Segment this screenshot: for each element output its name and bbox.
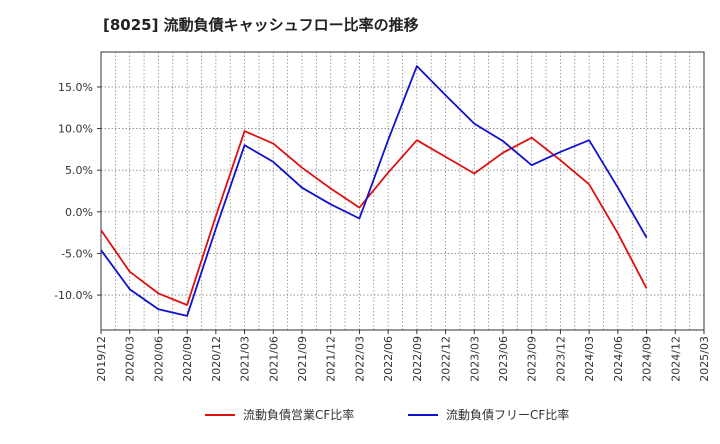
axes: 15.0% 10.0% 5.0% 0.0% -5.0% -10.0% 2019/12 2020… — [54, 51, 711, 382]
x-tick-label: 2024/12 — [669, 336, 682, 382]
x-tick-label: 2020/09 — [181, 336, 194, 382]
x-tick-label: 2020/12 — [210, 336, 223, 382]
legend: 流動負債営業CF比率 流動負債フリーCF比率 — [205, 407, 569, 422]
x-tick-label: 2022/12 — [440, 336, 453, 382]
x-tick-label: 2023/03 — [468, 336, 481, 382]
grid — [100, 52, 705, 330]
chart-title: [8025] 流動負債キャッシュフロー比率の推移 — [103, 16, 419, 34]
legend-label-2: 流動負債フリーCF比率 — [446, 407, 569, 422]
x-tick-label: 2024/06 — [612, 336, 625, 382]
x-tick-label: 2023/09 — [526, 336, 539, 382]
x-tick-label: 2019/12 — [95, 336, 108, 382]
x-tick-label: 2021/09 — [296, 336, 309, 382]
y-tick-label: 15.0% — [58, 81, 93, 94]
y-tick-label: 5.0% — [65, 164, 93, 177]
x-tick-label: 2020/03 — [124, 336, 137, 382]
x-tick-label: 2022/03 — [353, 336, 366, 382]
y-tick-label: 10.0% — [58, 123, 93, 136]
x-tick-label: 2024/09 — [641, 336, 654, 382]
x-tick-label: 2024/03 — [583, 336, 596, 382]
plot-frame — [100, 51, 705, 331]
x-tick-label: 2022/06 — [382, 336, 395, 382]
x-tick-label: 2023/12 — [554, 336, 567, 382]
legend-label-1: 流動負債営業CF比率 — [243, 407, 354, 422]
y-tick-label: 0.0% — [65, 206, 93, 219]
x-tick-label: 2021/03 — [239, 336, 252, 382]
y-tick-label: -5.0% — [61, 247, 93, 260]
x-tick-label: 2025/03 — [698, 336, 711, 382]
x-tick-label: 2020/06 — [152, 336, 165, 382]
x-tick-label: 2023/06 — [497, 336, 510, 382]
x-tick-label: 2021/06 — [267, 336, 280, 382]
series-lines — [100, 65, 648, 317]
series-line-1 — [100, 130, 648, 306]
x-tick-label: 2021/12 — [325, 336, 338, 382]
y-tick-label: -10.0% — [54, 289, 93, 302]
series-line-2 — [100, 65, 648, 317]
x-tick-label: 2022/09 — [411, 336, 424, 382]
